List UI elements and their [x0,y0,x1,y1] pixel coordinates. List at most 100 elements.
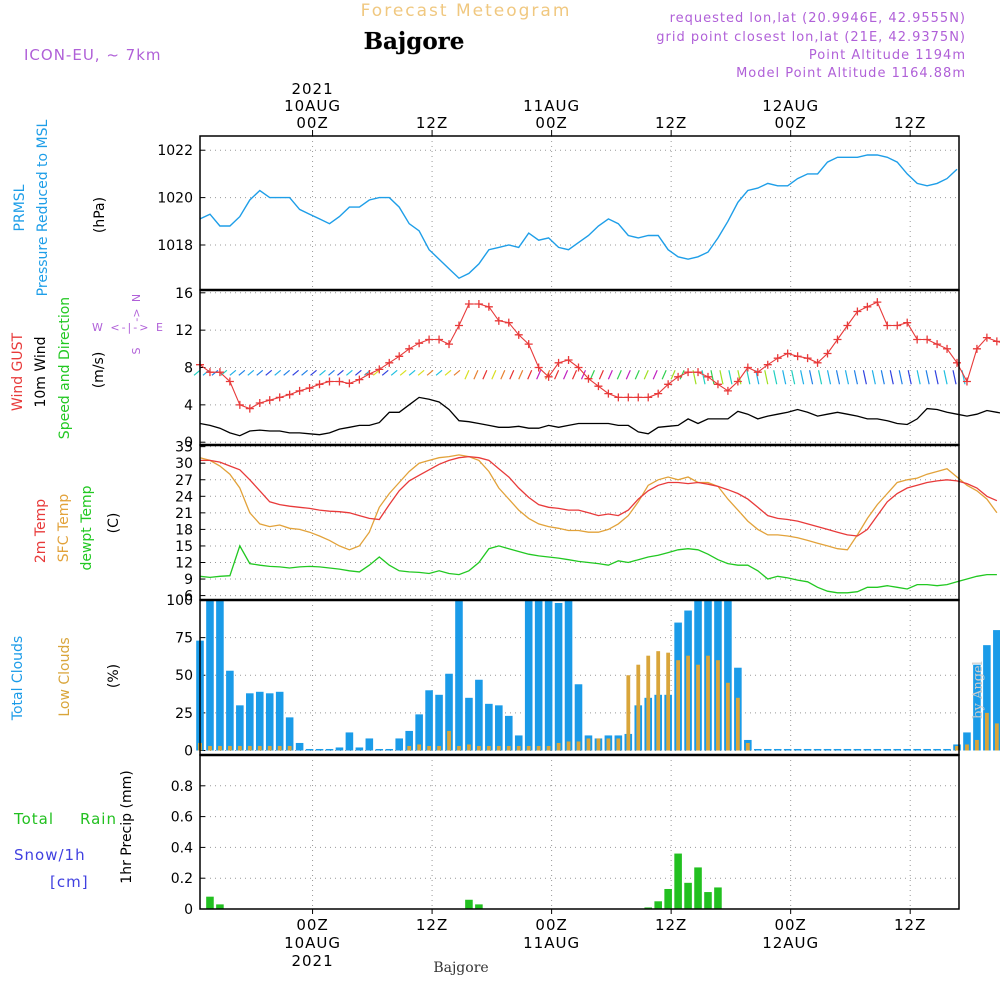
rain-bar [654,901,662,909]
temperature-ytick-label: 21 [175,506,193,522]
compass-arrow: -> [130,308,143,321]
total-cloud-bar [295,742,304,751]
wind-gust-marker [883,321,892,330]
total-cloud-bar [345,732,354,751]
wind-gust-marker [524,340,533,349]
low-cloud-bar [586,738,591,751]
wind-direction-arrow [710,370,715,385]
pressure-frame [199,135,960,291]
wind-direction-arrow [880,370,885,385]
total-cloud-bar [465,697,473,751]
wind-direction-arrow [473,370,479,380]
wind-direction-arrow [354,369,362,376]
wind-gust-marker [574,363,583,372]
wind-gust-marker [534,363,543,372]
low-cloud-bar [666,652,671,751]
wind-direction-arrow [562,370,569,380]
total-cloud-bar [226,670,234,751]
wind-gust-marker [504,318,513,327]
top-tick-label: 12Z [655,114,687,132]
low-cloud-bar [686,655,690,751]
total-cloud-bar [903,748,911,751]
precip-ytick-label: 0.4 [171,840,193,856]
wind-10m-label: 10m Wind [33,336,49,407]
temp-unit: (C) [106,513,122,534]
rain-bar [465,899,473,909]
wind-direction-arrow [417,369,425,376]
wind-gust-marker [644,393,653,402]
wind-direction-arrow [301,369,308,376]
temperature-ytick-label: 12 [175,555,193,571]
wind-gust-marker [933,340,942,349]
total-cloud-bar [963,732,971,751]
dewpt-temp-line [199,544,997,594]
total-cloud-bar [893,748,902,751]
bottom-tick-label: 00Z [535,916,567,934]
wind-gust-marker [684,368,693,377]
low-cloud-bar [227,745,232,751]
wind-gust-marker [863,302,872,311]
total-cloud-bar [873,748,882,751]
wind-ytick-label: 16 [175,286,193,302]
bottom-tick-label: 12Z [655,916,687,934]
bottom-tick-label: 2021 [291,952,333,970]
wind-gust-marker [723,386,732,395]
wind-gust-line [199,301,1000,410]
low-cloud-bar [576,741,581,751]
total-cloud-bar [803,748,812,751]
wind-gust-marker [753,368,762,377]
compass-n: N [130,294,143,302]
wind-gust-marker [484,302,493,311]
wind-direction-arrow [719,370,724,385]
total-cloud-bar [574,684,583,751]
total-cloud-bar [495,705,503,751]
bottom-tick-label: 00Z [296,916,328,934]
wind-direction-arrow [898,370,903,385]
low-cloud-bar [516,745,521,751]
total-cloud-bar [993,630,1000,751]
wind-direction-arrow [444,369,452,376]
wind-direction-arrow [934,370,939,385]
wind-gust-marker [703,372,712,381]
wind-gust-marker [335,377,344,386]
wind-direction-arrow [835,370,841,385]
wind-direction-arrow [764,370,769,385]
low-cloud-bar [596,738,601,751]
low-cloud-bar [247,745,252,751]
total-cloud-bar [883,748,892,751]
wind-10m-line [199,396,1000,437]
low-cloud-bar [546,745,551,751]
total-cloud-bar [425,690,433,751]
wind-direction-arrow [390,369,398,376]
wind-direction-arrow [782,370,787,385]
wind-direction-arrow [809,370,814,385]
wind-gust-marker [853,307,862,316]
low-cloud-bar [965,744,969,751]
total-cloud-bar [923,748,931,751]
wind-gust-marker [275,393,284,402]
clouds-ytick-label: 25 [175,706,193,722]
low-cloud-bar [427,745,431,751]
total-cloud-bar [445,673,453,751]
wind-direction-arrow [536,370,542,380]
total-cloud-bar [485,703,493,751]
wind-direction-arrow [791,370,796,385]
low-cloud-bar [626,675,631,751]
wind-gust-marker [783,349,792,358]
total-cloud-bar [534,600,543,751]
low-cloud-bar [277,745,282,751]
wind-gust-marker [903,318,912,327]
wind-direction-arrow [238,369,246,376]
wind-direction-arrow [862,370,867,385]
top-tick-label: 11AUG [523,97,580,115]
bottom-tick-label: 12AUG [762,934,819,952]
total-cloud-bar [913,748,921,751]
wind-gust-marker [325,377,334,386]
low-cloud-bar [257,745,262,751]
low-cloud-bar [706,655,710,751]
wind-direction-arrow [580,370,587,380]
wind-direction-arrow [545,370,551,380]
low-cloud-bar [417,744,422,751]
low-cloud-bar [656,651,661,751]
pressure-label-msl: Pressure Reduced to MSL [35,119,51,296]
